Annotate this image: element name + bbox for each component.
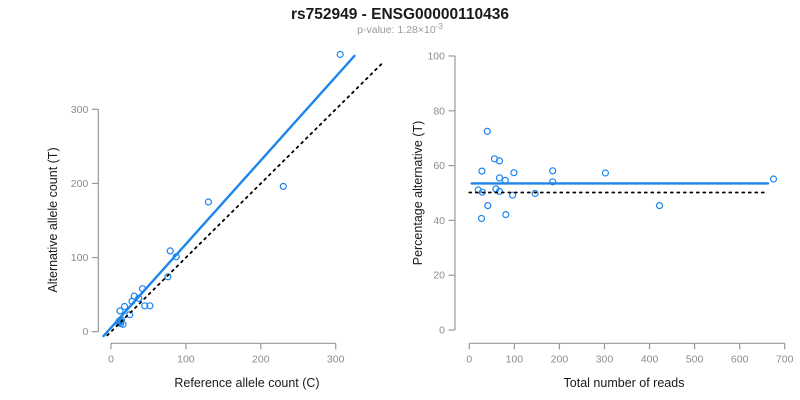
identity-line bbox=[106, 63, 383, 337]
data-point-circle bbox=[531, 189, 539, 198]
allele-count-scatter-plot: 0 100 200 300 0 100 200 300 Alternative allele c… bbox=[46, 50, 383, 390]
y-tick-label: 20 bbox=[433, 270, 445, 282]
y-tick-label: 100 bbox=[427, 51, 445, 63]
data-point-circle bbox=[120, 302, 129, 311]
data-point-circle bbox=[478, 188, 486, 196]
data-point-circle bbox=[495, 174, 504, 182]
x-tick-label: 100 bbox=[506, 353, 524, 365]
data-point-circle bbox=[484, 202, 492, 210]
data-point-circle bbox=[549, 178, 557, 186]
x-tick-label: 400 bbox=[641, 353, 659, 365]
page-title: rs752949 - ENSG00000110436 bbox=[291, 6, 509, 23]
x-tick-label: 0 bbox=[108, 353, 114, 365]
data-point-circle bbox=[655, 202, 664, 210]
y-tick-label: 80 bbox=[433, 105, 445, 117]
percentage-alternative-scatter-plot: 0 20 40 60 80 100 0 100 200 300 400 500 600 700 Percen… bbox=[411, 51, 794, 391]
y-tick-label: 0 bbox=[82, 326, 88, 338]
data-point-circle bbox=[166, 247, 174, 255]
data-point-circle bbox=[204, 198, 212, 206]
y-tick-label: 200 bbox=[71, 178, 89, 190]
x-tick-label: 300 bbox=[596, 353, 614, 365]
y-axis-title: Alternative allele count (T) bbox=[46, 147, 60, 292]
data-point-circle bbox=[495, 157, 504, 165]
regression-line bbox=[102, 54, 356, 338]
data-point-circle bbox=[601, 169, 610, 177]
data-point-circle bbox=[126, 311, 134, 319]
pvalue-subtitle: p-value: 1.28×10-3 bbox=[357, 22, 443, 36]
x-tick-label: 0 bbox=[466, 353, 472, 365]
x-tick-label: 700 bbox=[776, 353, 794, 365]
data-point-circle bbox=[478, 167, 486, 175]
y-tick-label: 40 bbox=[433, 215, 445, 227]
y-tick-label: 300 bbox=[71, 104, 89, 116]
data-point-circle bbox=[477, 214, 486, 223]
data-point-circle bbox=[483, 127, 491, 135]
data-point-circle bbox=[549, 167, 557, 175]
data-point-circle bbox=[502, 211, 510, 219]
x-axis-title: Total number of reads bbox=[564, 376, 685, 390]
x-axis-title: Reference allele count (C) bbox=[174, 376, 319, 390]
data-point-circle bbox=[510, 169, 518, 177]
y-tick-label: 0 bbox=[439, 325, 445, 337]
data-point-circle bbox=[769, 175, 778, 183]
pvalue-exponent: -3 bbox=[436, 22, 444, 31]
y-tick-label: 60 bbox=[433, 160, 445, 172]
data-point-circle bbox=[141, 302, 149, 310]
x-tick-label: 600 bbox=[731, 353, 749, 365]
x-tick-label: 300 bbox=[327, 353, 345, 365]
x-tick-label: 500 bbox=[686, 353, 704, 365]
x-tick-label: 200 bbox=[252, 353, 270, 365]
data-point-circle bbox=[116, 307, 124, 315]
y-tick-label: 100 bbox=[71, 252, 89, 264]
data-point-circle bbox=[336, 50, 344, 59]
data-point-circle bbox=[164, 273, 172, 281]
x-tick-label: 200 bbox=[551, 353, 569, 365]
pvalue-text: p-value: 1.28×10 bbox=[357, 24, 436, 36]
data-point-circle bbox=[508, 191, 517, 199]
data-point-circle bbox=[146, 302, 154, 310]
data-point-circle bbox=[279, 182, 287, 190]
data-point-circle bbox=[495, 187, 504, 195]
x-tick-label: 100 bbox=[177, 353, 195, 365]
y-axis-title: Percentage alternative (T) bbox=[411, 121, 425, 266]
